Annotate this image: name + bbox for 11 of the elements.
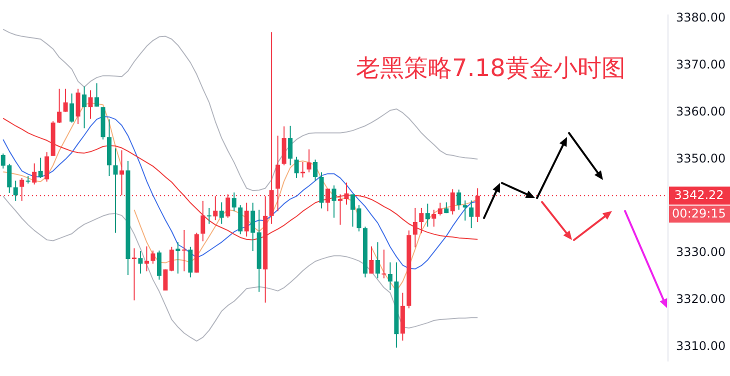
y-tick-label: 3350.00 (676, 151, 726, 166)
ref-line-label: 3342.22 (674, 188, 724, 202)
y-tick-label: 3380.00 (676, 10, 726, 25)
text: 老黑策略7.18黄金小时图 (356, 53, 626, 84)
y-tick-label: 3360.00 (676, 104, 726, 118)
candlestick (163, 269, 168, 290)
text: 00:29:15 (672, 206, 726, 220)
y-tick-label: 3320.00 (676, 292, 726, 306)
y-tick-label: 3330.00 (676, 245, 726, 260)
y-tick-label: 3310.00 (676, 338, 726, 353)
y-tick-label: 3370.00 (676, 58, 726, 72)
